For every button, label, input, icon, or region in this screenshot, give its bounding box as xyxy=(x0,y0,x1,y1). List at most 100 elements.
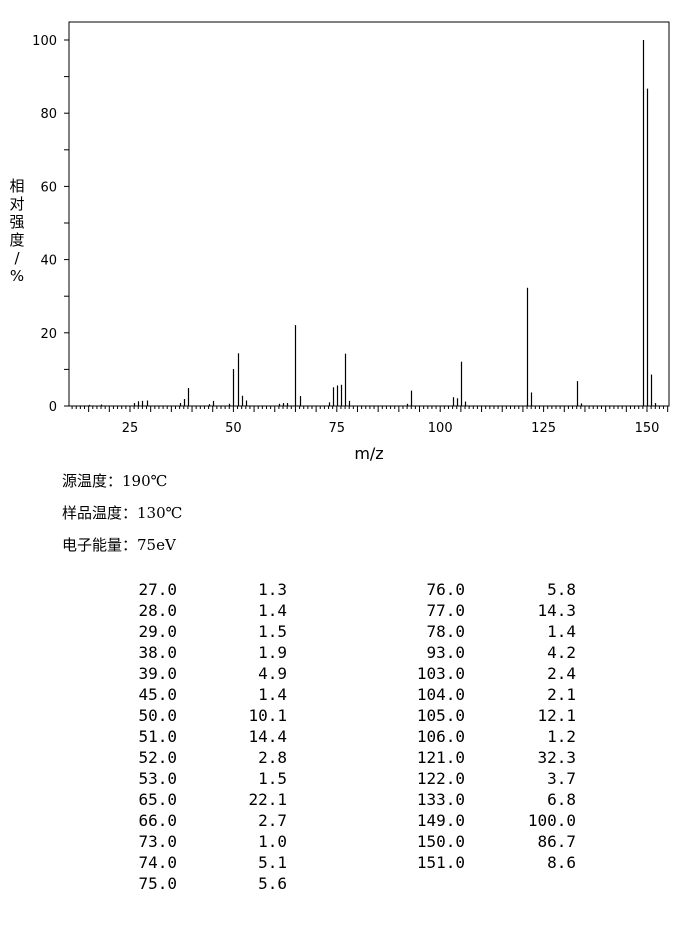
mz-value: 103.0 xyxy=(416,664,465,683)
table-row: 77.0 14.3 xyxy=(0,601,681,622)
intensity-value: 86.7 xyxy=(537,832,576,851)
table-row: 150.0 86.7 xyxy=(0,832,681,853)
y-tick-label: 80 xyxy=(40,107,57,122)
y-axis-label-char: 对 xyxy=(9,195,24,213)
table-row: 50.0 10.1 xyxy=(0,706,681,727)
mz-value: 75.0 xyxy=(138,874,177,893)
intensity-value: 3.7 xyxy=(547,769,576,788)
table-row: 104.0 2.1 xyxy=(0,685,681,706)
x-tick-label: 75 xyxy=(329,421,346,436)
mz-value: 122.0 xyxy=(416,769,465,788)
mz-value: 121.0 xyxy=(416,748,465,767)
table-row: 65.0 22.1 xyxy=(0,790,681,811)
table-row: 75.0 5.6 xyxy=(0,874,681,895)
intensity-value: 4.2 xyxy=(547,643,576,662)
mz-value: 66.0 xyxy=(138,811,177,830)
intensity-value: 2.1 xyxy=(547,685,576,704)
mz-value: 27.0 xyxy=(138,580,177,599)
intensity-value: 1.3 xyxy=(258,580,287,599)
y-tick-label: 20 xyxy=(40,327,57,342)
mz-value: 133.0 xyxy=(416,790,465,809)
mz-value: 78.0 xyxy=(426,622,465,641)
mz-value: 150.0 xyxy=(416,832,465,851)
intensity-value: 2.8 xyxy=(258,748,287,767)
mass-spectrum-chart: 25 50 75 100 125 150 0 20 40 60 80 100 m/z 相对强度/% xyxy=(9,21,670,463)
mz-value: 28.0 xyxy=(138,601,177,620)
intensity-value: 2.7 xyxy=(258,811,287,830)
table-row: 38.0 1.9 xyxy=(0,643,681,664)
source-temperature: 源温度：190℃ xyxy=(62,472,168,490)
mz-value: 52.0 xyxy=(138,748,177,767)
intensity-value: 1.5 xyxy=(258,622,287,641)
table-row: 27.0 1.3 xyxy=(0,580,681,601)
intensity-value: 2.4 xyxy=(547,664,576,683)
mz-value: 76.0 xyxy=(426,580,465,599)
table-row: 28.0 1.4 xyxy=(0,601,681,622)
mz-value: 65.0 xyxy=(138,790,177,809)
electron-energy: 电子能量：75eV xyxy=(62,536,176,554)
x-tick-label: 25 xyxy=(122,421,139,436)
y-axis-label-char: / xyxy=(14,249,20,267)
y-axis-ticks: 0 20 40 60 80 100 xyxy=(32,34,69,415)
intensity-value: 4.9 xyxy=(258,664,287,683)
intensity-value: 5.8 xyxy=(547,580,576,599)
table-row: 93.0 4.2 xyxy=(0,643,681,664)
table-row: 73.0 1.0 xyxy=(0,832,681,853)
x-axis-label: m/z xyxy=(354,444,383,463)
plot-border xyxy=(68,21,670,407)
intensity-value: 100.0 xyxy=(527,811,576,830)
y-axis-label-char: 度 xyxy=(9,231,24,249)
intensity-value: 1.5 xyxy=(258,769,287,788)
table-row: 76.0 5.8 xyxy=(0,580,681,601)
mz-value: 77.0 xyxy=(426,601,465,620)
table-row: 78.0 1.4 xyxy=(0,622,681,643)
intensity-value: 32.3 xyxy=(537,748,576,767)
y-tick-label: 0 xyxy=(49,400,57,415)
intensity-value: 1.9 xyxy=(258,643,287,662)
x-tick-label: 50 xyxy=(225,421,242,436)
mz-value: 149.0 xyxy=(416,811,465,830)
intensity-value: 12.1 xyxy=(537,706,576,725)
table-row: 39.0 4.9 xyxy=(0,664,681,685)
table-row: 52.0 2.8 xyxy=(0,748,681,769)
table-row: 151.0 8.6 xyxy=(0,853,681,874)
x-axis-ticks: 25 50 75 100 125 150 xyxy=(71,406,669,436)
table-row: 29.0 1.5 xyxy=(0,622,681,643)
table-row: 53.0 1.5 xyxy=(0,769,681,790)
y-axis-label: 相对强度/% xyxy=(9,177,24,285)
intensity-value: 14.4 xyxy=(248,727,287,746)
y-tick-label: 40 xyxy=(40,254,57,269)
mz-value: 105.0 xyxy=(416,706,465,725)
table-row: 45.0 1.4 xyxy=(0,685,681,706)
intensity-value: 5.6 xyxy=(258,874,287,893)
y-axis-label-char: % xyxy=(10,267,24,285)
table-row: 51.0 14.4 xyxy=(0,727,681,748)
table-row: 103.0 2.4 xyxy=(0,664,681,685)
peak-table: 27.0 1.3 28.0 1.4 29.0 1.5 38.0 1.9 39.0 4.9 45.0 1… xyxy=(0,580,681,900)
mz-value: 39.0 xyxy=(138,664,177,683)
plot-frame xyxy=(68,21,670,407)
spectrum-peaks xyxy=(88,40,657,406)
intensity-value: 1.4 xyxy=(258,601,287,620)
intensity-value: 1.4 xyxy=(258,685,287,704)
mz-value: 151.0 xyxy=(416,853,465,872)
table-row: 122.0 3.7 xyxy=(0,769,681,790)
table-row: 133.0 6.8 xyxy=(0,790,681,811)
table-row: 106.0 1.2 xyxy=(0,727,681,748)
mz-value: 73.0 xyxy=(138,832,177,851)
intensity-value: 10.1 xyxy=(248,706,287,725)
mz-value: 51.0 xyxy=(138,727,177,746)
table-row: 66.0 2.7 xyxy=(0,811,681,832)
table-row: 121.0 32.3 xyxy=(0,748,681,769)
mz-value: 53.0 xyxy=(138,769,177,788)
mz-value: 106.0 xyxy=(416,727,465,746)
intensity-value: 5.1 xyxy=(258,853,287,872)
intensity-value: 1.0 xyxy=(258,832,287,851)
mz-value: 38.0 xyxy=(138,643,177,662)
mz-value: 45.0 xyxy=(138,685,177,704)
intensity-value: 8.6 xyxy=(547,853,576,872)
table-row: 74.0 5.1 xyxy=(0,853,681,874)
table-row: 149.0 100.0 xyxy=(0,811,681,832)
intensity-value: 1.4 xyxy=(547,622,576,641)
mz-value: 93.0 xyxy=(426,643,465,662)
